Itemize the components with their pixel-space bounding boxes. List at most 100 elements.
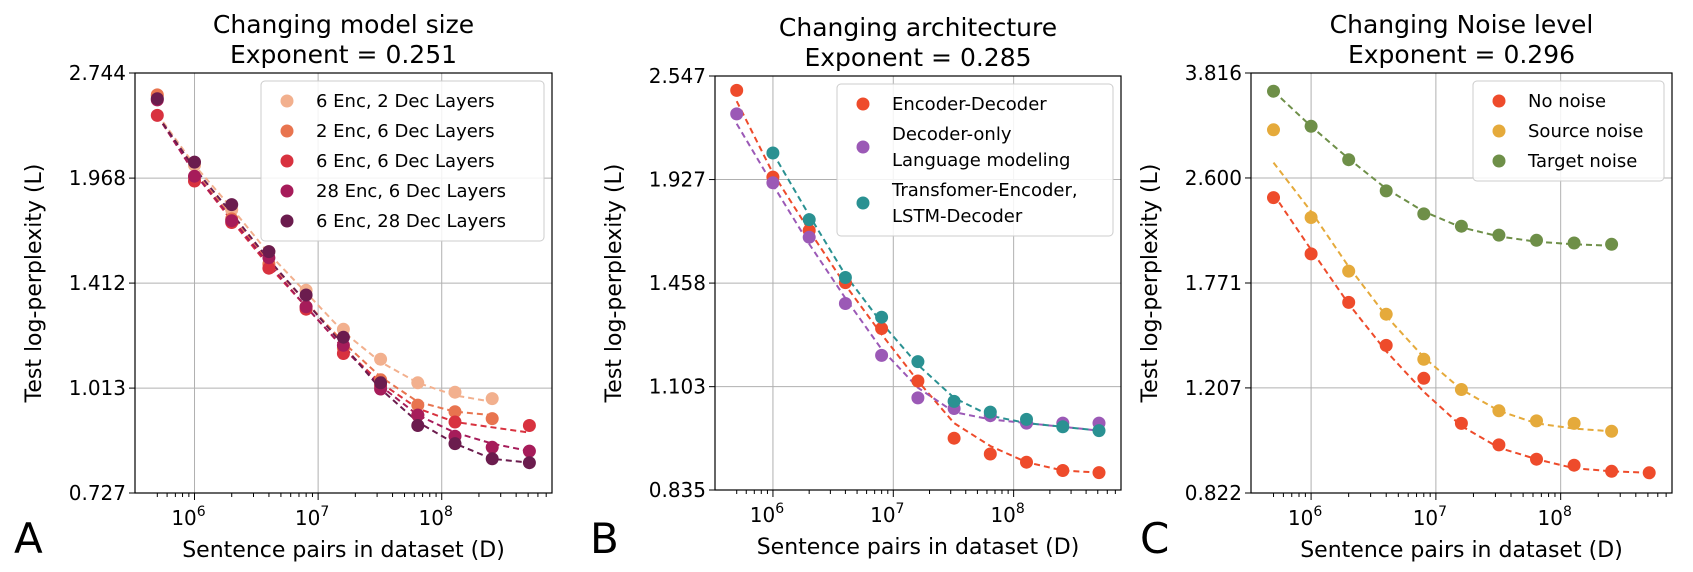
legend-marker	[1492, 124, 1506, 138]
data-point-series-0	[947, 431, 961, 445]
y-tick-label: 0.835	[649, 478, 706, 502]
y-tick-label: 2.600	[1185, 166, 1242, 190]
x-tick-label: 107	[870, 501, 904, 527]
panel-letter: A	[14, 514, 43, 563]
data-point-series-1	[1342, 264, 1356, 278]
y-tick-label: 1.458	[649, 271, 706, 295]
data-point-series-0	[1379, 338, 1393, 352]
x-tick-label: 108	[990, 501, 1024, 527]
legend-marker	[280, 154, 294, 168]
chart-subtitle: Exponent = 0.296	[1348, 40, 1575, 69]
chart-title: Changing Noise level	[1330, 10, 1594, 39]
x-tick-label: 106	[1288, 504, 1322, 530]
data-point-series-0	[1020, 455, 1033, 469]
data-point-series-1	[875, 348, 889, 362]
data-point-series-0	[448, 385, 462, 399]
data-point-series-1	[1379, 307, 1393, 321]
data-point-series-0	[411, 376, 425, 390]
legend-label: Source noise	[1528, 121, 1643, 142]
legend-label: 28 Enc, 6 Dec Layers	[316, 181, 506, 202]
data-point-series-4	[188, 155, 201, 169]
data-point-series-0	[1567, 458, 1581, 472]
x-tick-label: 108	[1537, 504, 1571, 530]
data-point-series-2	[1020, 412, 1033, 426]
data-point-series-2	[150, 108, 164, 122]
data-point-series-1	[1530, 414, 1543, 428]
data-point-series-0	[1092, 466, 1106, 480]
data-point-series-2	[522, 419, 536, 432]
y-tick-label: 1.412	[69, 271, 126, 295]
x-tick-label: 107	[1413, 504, 1447, 530]
data-point-series-2	[875, 310, 889, 324]
legend: No noise Source noise Target noise	[1472, 80, 1665, 182]
legend-label: Decoder-only	[892, 124, 1012, 145]
data-point-series-1	[1605, 424, 1619, 438]
data-point-series-2	[448, 415, 462, 429]
fit-line-series-0	[156, 113, 493, 403]
data-point-series-0	[983, 447, 997, 461]
data-point-series-2	[1342, 153, 1356, 167]
data-point-series-2	[947, 394, 961, 408]
chart-subtitle: Exponent = 0.251	[230, 40, 457, 69]
data-point-series-1	[448, 405, 462, 419]
data-point-series-2	[1056, 420, 1070, 434]
data-point-series-0	[730, 83, 744, 97]
fit-line-series-2	[772, 152, 1100, 432]
data-point-series-2	[983, 405, 997, 419]
y-tick-label: 3.816	[1185, 61, 1242, 85]
fit-line-series-1	[1272, 161, 1612, 433]
data-point-series-4	[262, 245, 276, 259]
y-tick-label: 1.013	[69, 376, 126, 400]
fit-line-series-3	[156, 114, 530, 453]
x-axis-label: Sentence pairs in dataset (D)	[1300, 538, 1623, 563]
legend-label: 6 Enc, 6 Dec Layers	[316, 151, 495, 172]
y-tick-label: 1.103	[649, 375, 706, 399]
fit-line-series-2	[1272, 90, 1612, 247]
legend: 6 Enc, 2 Dec Layers 2 Enc, 6 Dec Layers 6 …	[260, 80, 545, 242]
data-point-series-3	[522, 444, 536, 458]
data-point-series-1	[838, 297, 852, 310]
x-tick-label: 108	[419, 504, 453, 530]
data-point-series-2	[1567, 236, 1581, 250]
data-point-series-0	[485, 392, 499, 406]
data-point-series-0	[1342, 295, 1356, 309]
data-point-series-1	[1267, 123, 1280, 137]
data-point-series-2	[1267, 84, 1280, 98]
x-tick-label: 106	[171, 504, 205, 530]
data-point-series-1	[411, 398, 425, 412]
chart-subtitle: Exponent = 0.285	[804, 43, 1031, 72]
fit-line-series-0	[1272, 193, 1650, 474]
y-tick-label: 1.968	[69, 166, 126, 190]
data-point-series-4	[336, 330, 350, 344]
data-point-series-2	[1454, 219, 1468, 233]
data-point-series-0	[1304, 247, 1318, 261]
data-point-series-4	[225, 198, 239, 212]
fit-line-series-4	[156, 114, 530, 464]
y-axis-label: Test log-perplexity (L)	[1138, 164, 1163, 404]
data-point-series-1	[1304, 211, 1318, 224]
panel-letter: B	[590, 514, 619, 563]
y-tick-label: 0.727	[69, 481, 126, 505]
data-point-series-2	[262, 261, 276, 275]
data-point-series-3	[485, 440, 499, 454]
legend-label: No noise	[1528, 91, 1606, 112]
y-axis-label: Test log-perplexity (L)	[22, 164, 47, 404]
data-point-series-0	[1417, 371, 1431, 385]
legend-label: Target noise	[1527, 151, 1637, 172]
data-point-series-1	[802, 230, 816, 244]
data-point-series-0	[374, 352, 388, 366]
series-layer	[1267, 84, 1656, 480]
legend-marker	[280, 214, 294, 228]
series-layer	[730, 83, 1106, 480]
legend-label: Transfomer-Encoder,	[891, 180, 1078, 201]
data-point-series-1	[911, 391, 925, 405]
legend-marker	[856, 140, 870, 154]
data-point-series-4	[374, 376, 388, 390]
chart-title: Changing model size	[213, 10, 474, 39]
legend-marker	[1492, 154, 1506, 168]
data-point-series-2	[1492, 228, 1506, 242]
legend-label: 6 Enc, 2 Dec Layers	[316, 91, 495, 112]
